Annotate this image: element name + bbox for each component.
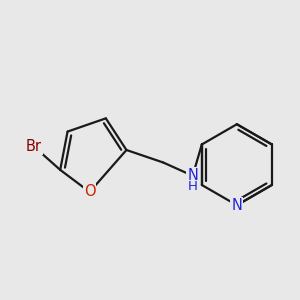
Text: N: N (187, 168, 198, 183)
Text: Br: Br (26, 139, 42, 154)
Text: N: N (231, 198, 242, 213)
Text: O: O (84, 184, 95, 200)
Text: H: H (188, 180, 198, 193)
